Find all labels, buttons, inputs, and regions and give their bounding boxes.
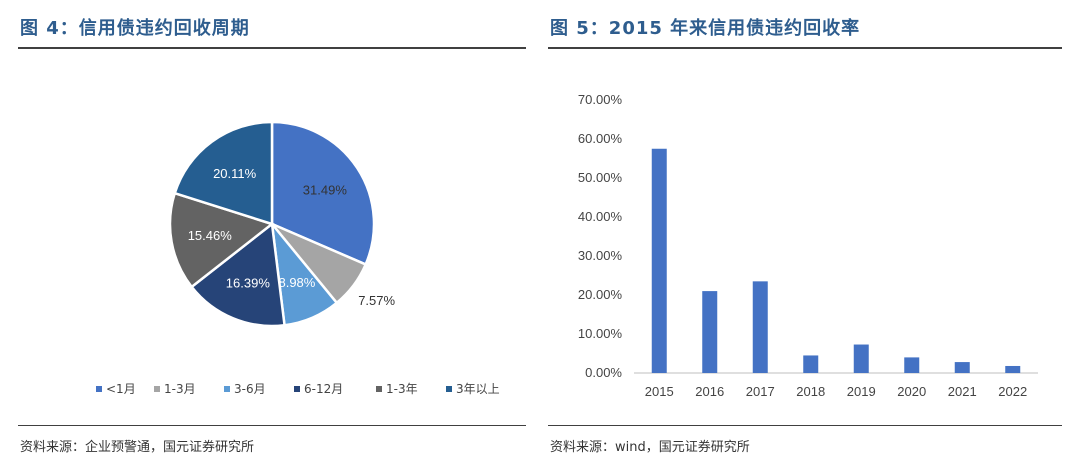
pie-slice: [173, 120, 274, 226]
y-tick-label: 60.00%: [578, 131, 623, 146]
x-tick-label: 2018: [796, 384, 825, 399]
y-tick-label: 10.00%: [578, 326, 623, 341]
top-rule: [548, 47, 1062, 49]
x-tick-label: 2015: [645, 384, 674, 399]
slice-data-label: 8.98%: [278, 275, 315, 290]
figure-5-source: 资料来源：wind，国元证券研究所: [550, 440, 750, 455]
legend-label: 3年以上: [456, 382, 500, 396]
pie-figure-panel: 图 4：信用债违约回收周期 31.49% 7.57% 8.98% 16.39% 15.4…: [18, 0, 526, 460]
slice-data-label: 15.46%: [188, 228, 233, 243]
legend-label: <1月: [106, 382, 136, 396]
y-tick-label: 30.00%: [578, 248, 623, 263]
bottom-rule: [18, 425, 526, 426]
legend-swatch: [154, 386, 160, 392]
x-tick-label: 2017: [746, 384, 775, 399]
x-tick-label: 2021: [948, 384, 977, 399]
bar: [651, 148, 667, 373]
figure-4-title: 图 4：信用债违约回收周期: [20, 18, 250, 39]
pie-slice: [270, 120, 376, 267]
pie-chart: 31.49% 7.57% 8.98% 16.39% 15.46% 20.11% <1月 1-3…: [96, 120, 500, 396]
legend-label: 1-3年: [386, 382, 418, 396]
figure-4-source: 资料来源：企业预警通，国元证券研究所: [20, 440, 255, 455]
pie-slice: [189, 221, 286, 328]
top-rule: [18, 47, 526, 49]
legend-swatch: [294, 386, 300, 392]
legend-swatch: [224, 386, 230, 392]
legend-swatch: [96, 386, 102, 392]
y-tick-label: 70.00%: [578, 92, 623, 107]
bar: [752, 281, 768, 373]
legend-label: 6-12月: [304, 382, 343, 396]
x-tick-label: 2020: [897, 384, 926, 399]
y-tick-label: 20.00%: [578, 287, 623, 302]
figure-5-title: 图 5：2015 年来信用债违约回收率: [550, 18, 861, 39]
slice-data-label: 16.39%: [226, 275, 271, 290]
bar-chart: 0.00% 10.00% 20.00% 30.00% 40.00% 50.00% 60.00…: [578, 92, 1038, 399]
x-tick-label: 2016: [695, 384, 724, 399]
x-tick-label: 2019: [847, 384, 876, 399]
bar: [954, 362, 970, 373]
legend-swatch: [376, 386, 382, 392]
bottom-rule: [548, 425, 1062, 426]
slice-data-label: 20.11%: [213, 166, 257, 181]
y-tick-label: 40.00%: [578, 209, 623, 224]
legend-label: 3-6月: [234, 382, 266, 396]
y-tick-label: 50.00%: [578, 170, 623, 185]
legend-swatch: [446, 386, 452, 392]
bar: [853, 344, 869, 373]
bar: [803, 355, 819, 373]
x-tick-label: 2022: [998, 384, 1027, 399]
bar: [1005, 365, 1021, 373]
bar: [702, 291, 718, 373]
y-tick-label: 0.00%: [585, 365, 622, 380]
legend-label: 1-3月: [164, 382, 196, 396]
bar-figure-panel: 图 5：2015 年来信用债违约回收率 0.00% 10.00% 20.00% 30.…: [548, 0, 1062, 460]
slice-data-label: 31.49%: [303, 182, 348, 197]
bar: [904, 357, 920, 373]
slice-data-label: 7.57%: [358, 293, 395, 308]
